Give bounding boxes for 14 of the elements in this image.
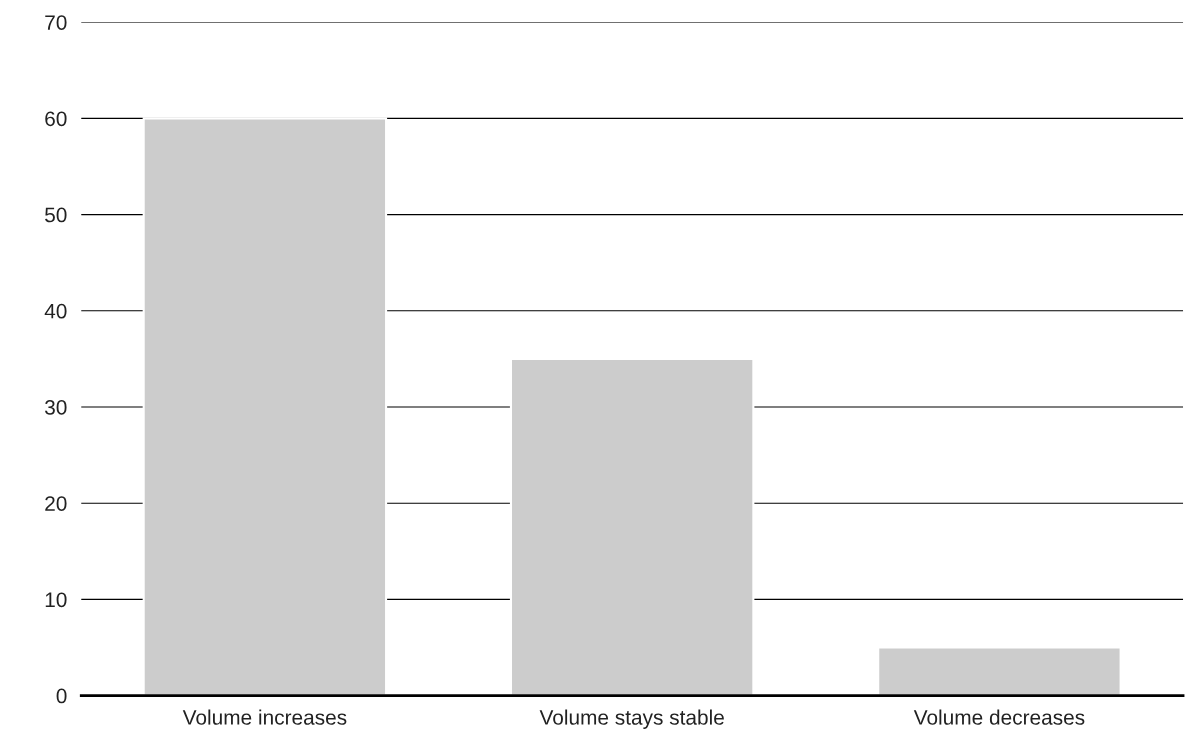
y-tick-label: 0	[56, 688, 67, 704]
x-tick-label: Volume increases	[182, 709, 347, 725]
x-tick-label: Volume decreases	[913, 709, 1085, 725]
y-tick-label: 40	[44, 303, 67, 319]
x-tick-label: Volume stays stable	[539, 709, 724, 729]
y-tick-label: 20	[45, 496, 67, 511]
bar	[509, 357, 755, 696]
y-tick-label: 30	[44, 400, 67, 415]
bar	[877, 646, 1122, 696]
bar	[142, 117, 388, 696]
y-tick-label: 10	[45, 592, 67, 608]
y-tick-label: 70	[45, 15, 67, 30]
y-tick-label: 50	[45, 207, 67, 223]
y-tick-label: 60	[45, 111, 67, 127]
